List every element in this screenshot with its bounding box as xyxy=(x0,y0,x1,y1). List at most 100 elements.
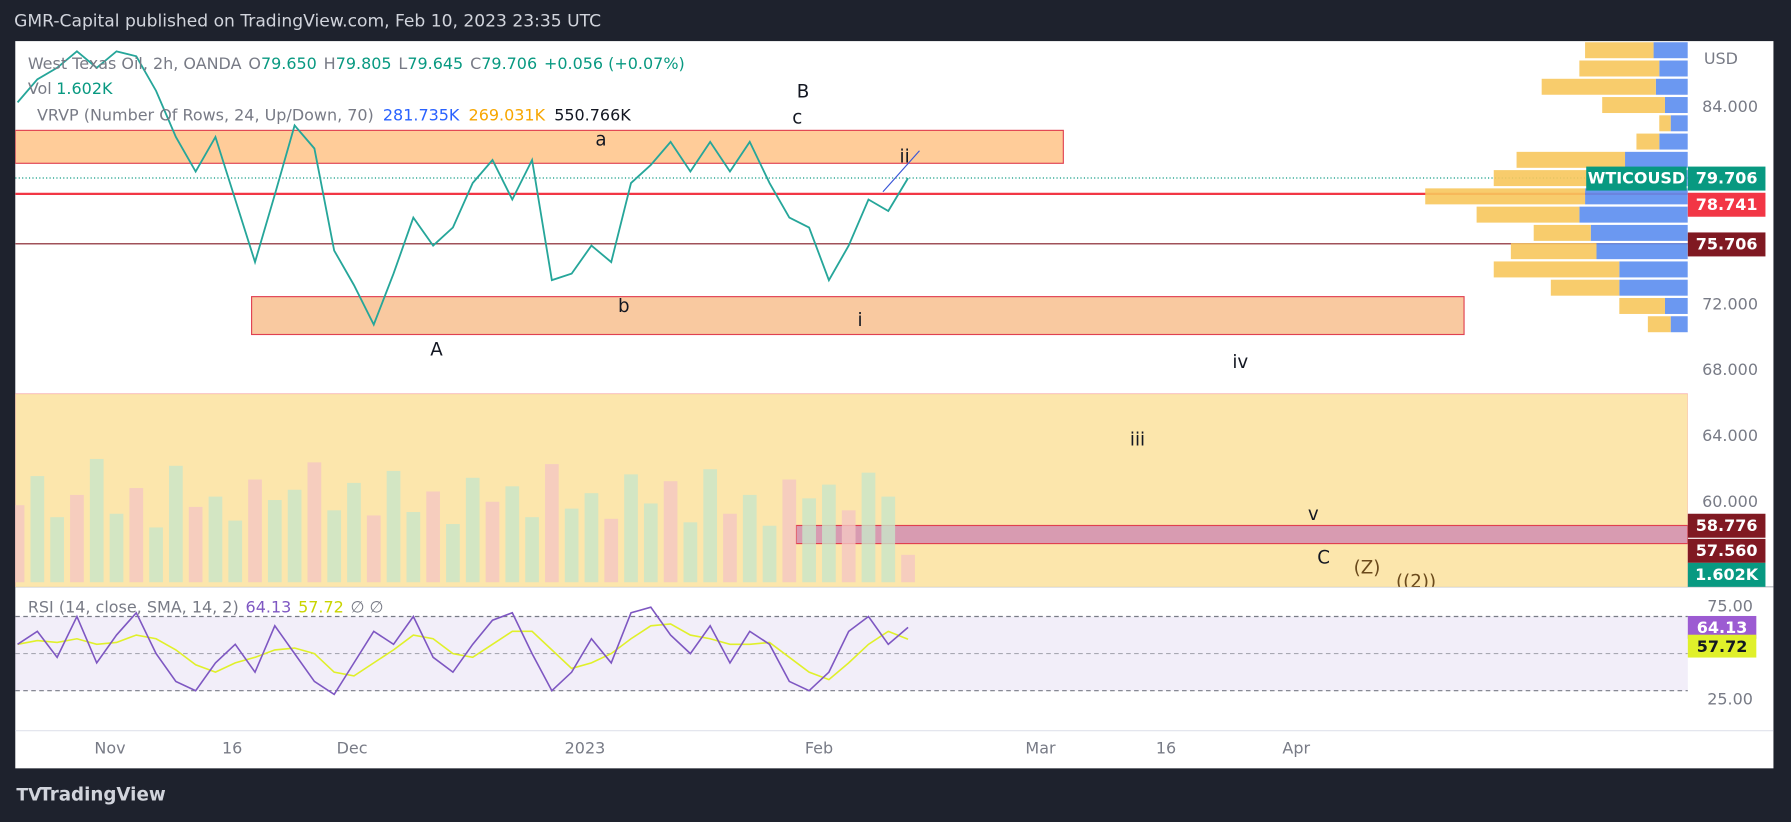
volume-bar xyxy=(545,464,559,583)
wave-label: b xyxy=(618,296,630,317)
volume-bar xyxy=(109,513,124,583)
x-tick-label: Apr xyxy=(1282,738,1310,757)
volume-bar xyxy=(901,554,915,583)
rsi-legend-label: RSI (14, close, SMA, 14, 2) xyxy=(28,597,239,616)
vp-up xyxy=(1585,188,1688,205)
zone xyxy=(15,393,1688,587)
vp-up xyxy=(1619,261,1688,278)
wave-label: (Z) xyxy=(1354,558,1381,579)
vp-down xyxy=(1425,188,1586,205)
volume-bar xyxy=(762,525,777,583)
volume-bar xyxy=(584,493,599,583)
volume-bar xyxy=(307,462,322,583)
rsi-tag xyxy=(1687,634,1757,658)
volume-bar xyxy=(742,494,757,583)
legend-vrvp: VRVP (Number Of Rows, 24, Up/Down, 70) xyxy=(37,105,374,124)
volume-bar xyxy=(129,488,144,583)
legend-vrvp-total: 550.766K xyxy=(554,105,631,124)
volume-bar xyxy=(525,517,539,583)
volume-bar xyxy=(465,477,480,583)
price-line xyxy=(16,50,909,327)
price-tag xyxy=(1687,513,1766,538)
vp-up xyxy=(1590,224,1688,241)
currency: USD xyxy=(1704,49,1738,68)
legend-l-label: L xyxy=(398,53,407,72)
volume-bar xyxy=(426,491,440,583)
vp-down xyxy=(1493,261,1620,278)
volume-bar xyxy=(169,465,183,583)
y-tick-label: 72.000 xyxy=(1702,294,1758,313)
legend-change: +0.056 (+0.07%) xyxy=(544,53,685,72)
price-tag xyxy=(1687,192,1766,217)
footer-brand: TradingView xyxy=(39,785,166,806)
volume-bar xyxy=(267,500,282,583)
vp-down xyxy=(1636,133,1660,150)
y-tick-label: 84.000 xyxy=(1702,97,1758,116)
wave-label: B xyxy=(797,81,810,102)
volume-bar xyxy=(248,479,262,583)
volume-bar xyxy=(208,496,223,583)
price-tag-label: 58.776 xyxy=(1696,516,1758,535)
volume-bar xyxy=(663,481,678,583)
volume-bar xyxy=(188,506,203,583)
wave-label: ((2)) xyxy=(1396,571,1436,592)
volume-bar xyxy=(723,513,737,583)
volume-bar xyxy=(802,498,816,583)
legend-vol: Vol 1.602K xyxy=(28,79,113,98)
wave-label: i xyxy=(858,310,863,331)
y-tick-label: 68.000 xyxy=(1702,360,1758,379)
zone xyxy=(251,296,1465,336)
x-tick-label: Feb xyxy=(805,738,833,757)
vp-up xyxy=(1659,60,1688,77)
price-tag-label: 78.741 xyxy=(1696,195,1758,214)
volume-bar xyxy=(683,522,698,583)
vp-up xyxy=(1625,151,1688,168)
wave-label: C xyxy=(1317,547,1330,568)
volume-bar xyxy=(89,458,104,583)
vp-up xyxy=(1664,297,1688,314)
legend-vrvp-down: 269.031K xyxy=(469,105,546,124)
rsi-ma-line xyxy=(17,623,909,681)
legend-vrvp-up: 281.735K xyxy=(383,105,460,124)
rsi-legend-extra: ∅ ∅ xyxy=(351,597,384,616)
legend-line: West Texas Oil, 2h, OANDA O79.650 H79.805 L… xyxy=(28,53,685,72)
legend-symbol: West Texas Oil, 2h, OANDA xyxy=(28,53,242,72)
vp-down xyxy=(1510,243,1597,260)
vp-up xyxy=(1579,206,1688,223)
price-tag xyxy=(1687,538,1766,563)
legend-vol-label: Vol xyxy=(28,79,52,98)
rsi-legend-ma-value: 57.72 xyxy=(298,597,344,616)
volume-bar xyxy=(881,496,896,583)
volume-bar xyxy=(149,527,163,583)
price-tag xyxy=(1687,232,1766,257)
y-tick-label: 60.000 xyxy=(1702,492,1758,511)
x-tick-label: Nov xyxy=(94,738,125,757)
vp-up xyxy=(1619,279,1688,296)
volume-bar xyxy=(446,524,460,583)
volume-bar xyxy=(505,486,520,583)
vp-down xyxy=(1550,279,1620,296)
legend-o-label: O xyxy=(248,53,261,72)
vp-down xyxy=(1619,297,1665,314)
price-tag-label: 79.706 xyxy=(1696,169,1758,188)
vp-down xyxy=(1476,206,1580,223)
wave-label: a xyxy=(595,129,606,150)
rsi-legend: RSI (14, close, SMA, 14, 2) 64.13 57.72 ∅ ∅ xyxy=(28,597,384,616)
volume-bar xyxy=(406,512,421,583)
price-tag xyxy=(1687,562,1766,587)
rsi-tick-label: 25.00 xyxy=(1707,689,1753,708)
vp-down xyxy=(1493,170,1591,187)
volume-bar xyxy=(861,472,876,583)
footer-logo: TV xyxy=(16,786,42,806)
wave-label: c xyxy=(792,108,802,129)
vp-down xyxy=(1659,115,1671,132)
vp-down xyxy=(1647,316,1671,333)
volume-bar xyxy=(386,470,401,583)
volume-bar xyxy=(347,482,361,583)
legend-vol-value: 1.602K xyxy=(56,79,113,98)
x-tick-label: 16 xyxy=(222,738,242,757)
legend-high: 79.805 xyxy=(336,53,392,72)
x-tick-label: Dec xyxy=(337,738,368,757)
